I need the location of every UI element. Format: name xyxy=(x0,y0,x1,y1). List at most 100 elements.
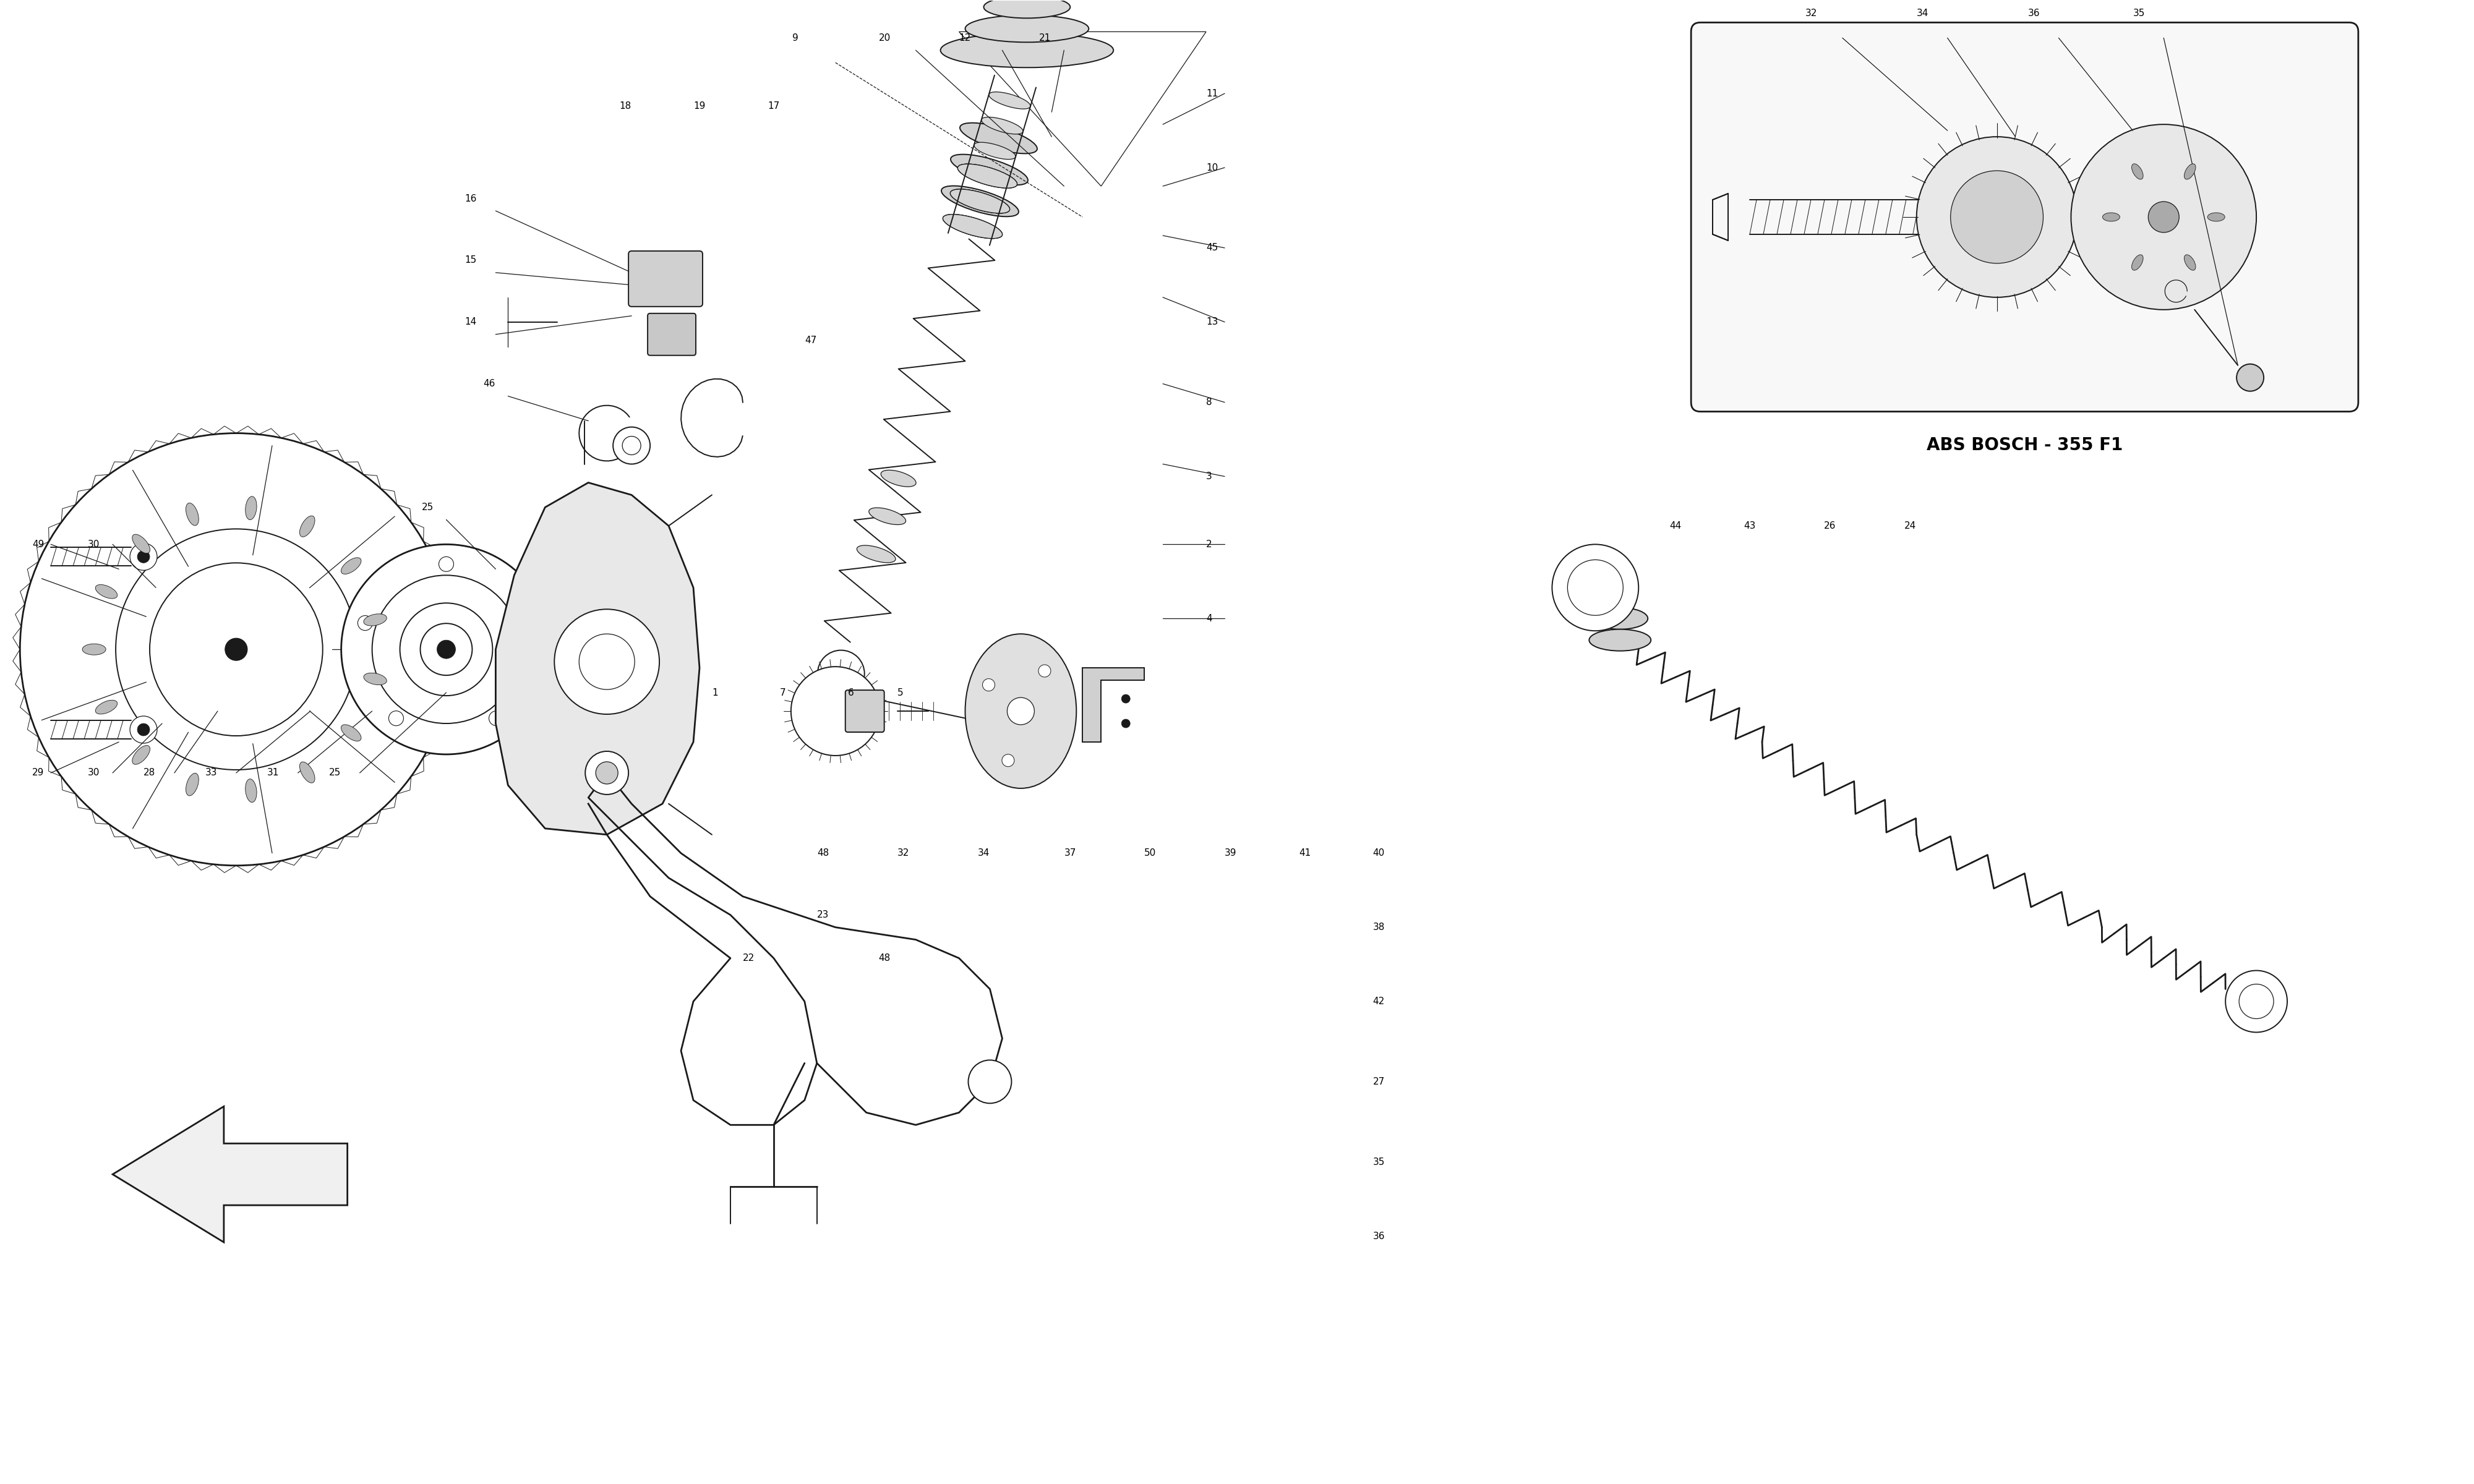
Text: 3: 3 xyxy=(1207,472,1212,481)
Text: 34: 34 xyxy=(1917,9,1930,18)
Text: 34: 34 xyxy=(977,849,990,858)
Ellipse shape xyxy=(960,123,1037,153)
Ellipse shape xyxy=(957,165,1017,188)
Circle shape xyxy=(623,436,641,454)
Ellipse shape xyxy=(950,188,1009,214)
Circle shape xyxy=(421,623,473,675)
Text: 13: 13 xyxy=(1207,318,1217,326)
Circle shape xyxy=(792,666,881,755)
Text: 28: 28 xyxy=(143,769,156,778)
Circle shape xyxy=(359,616,374,631)
Circle shape xyxy=(20,433,453,865)
Circle shape xyxy=(967,1060,1012,1103)
Circle shape xyxy=(131,717,158,743)
Text: 26: 26 xyxy=(1823,521,1836,530)
Circle shape xyxy=(2071,125,2256,310)
Ellipse shape xyxy=(950,188,1009,214)
Circle shape xyxy=(614,427,651,464)
Circle shape xyxy=(1121,669,1131,678)
Circle shape xyxy=(151,562,322,736)
Circle shape xyxy=(683,275,693,283)
Circle shape xyxy=(139,724,151,736)
Ellipse shape xyxy=(965,15,1089,42)
Ellipse shape xyxy=(957,165,1017,188)
Ellipse shape xyxy=(950,188,1009,214)
Ellipse shape xyxy=(868,508,905,525)
Circle shape xyxy=(438,640,455,659)
Ellipse shape xyxy=(2207,212,2224,221)
Ellipse shape xyxy=(2133,163,2142,180)
Circle shape xyxy=(139,551,151,562)
Ellipse shape xyxy=(341,724,361,741)
Text: 50: 50 xyxy=(1145,849,1155,858)
Polygon shape xyxy=(1084,668,1145,742)
Text: 14: 14 xyxy=(465,318,477,326)
Text: 42: 42 xyxy=(1373,997,1385,1006)
Text: 16: 16 xyxy=(465,194,477,203)
Circle shape xyxy=(2236,364,2264,392)
Text: 24: 24 xyxy=(1905,521,1917,530)
Ellipse shape xyxy=(965,634,1076,788)
Ellipse shape xyxy=(131,745,151,764)
Circle shape xyxy=(638,275,648,283)
Circle shape xyxy=(520,616,534,631)
Ellipse shape xyxy=(943,214,1002,239)
Ellipse shape xyxy=(364,672,386,684)
Ellipse shape xyxy=(2185,255,2194,270)
Text: 48: 48 xyxy=(816,849,829,858)
Ellipse shape xyxy=(96,585,116,598)
Text: 7: 7 xyxy=(779,689,787,697)
Text: 44: 44 xyxy=(1670,521,1682,530)
Text: 41: 41 xyxy=(1299,849,1311,858)
Text: 17: 17 xyxy=(767,101,779,110)
Text: 20: 20 xyxy=(878,33,891,43)
Circle shape xyxy=(371,576,520,724)
Ellipse shape xyxy=(957,165,1017,188)
Text: 15: 15 xyxy=(465,255,477,266)
Circle shape xyxy=(341,545,552,754)
FancyBboxPatch shape xyxy=(628,251,703,307)
Text: 32: 32 xyxy=(1806,9,1818,18)
Text: 47: 47 xyxy=(804,335,816,346)
Text: 27: 27 xyxy=(1373,1077,1385,1086)
Ellipse shape xyxy=(975,142,1017,159)
Text: 1: 1 xyxy=(713,689,717,697)
Text: 32: 32 xyxy=(898,849,910,858)
Text: 45: 45 xyxy=(1207,243,1217,252)
Circle shape xyxy=(1002,754,1014,767)
Text: 8: 8 xyxy=(1207,398,1212,407)
Text: 19: 19 xyxy=(693,101,705,110)
Polygon shape xyxy=(495,482,700,834)
Circle shape xyxy=(670,275,680,283)
Circle shape xyxy=(1121,720,1131,727)
Text: 18: 18 xyxy=(618,101,631,110)
Ellipse shape xyxy=(2185,163,2194,180)
Ellipse shape xyxy=(943,214,1002,239)
Ellipse shape xyxy=(1593,607,1648,629)
Text: 11: 11 xyxy=(1207,89,1217,98)
Ellipse shape xyxy=(299,761,314,784)
Ellipse shape xyxy=(82,644,106,654)
Circle shape xyxy=(596,761,618,784)
Ellipse shape xyxy=(341,558,361,574)
Circle shape xyxy=(2147,202,2180,233)
Text: 21: 21 xyxy=(1039,33,1051,43)
Text: 40: 40 xyxy=(1373,849,1385,858)
Text: 48: 48 xyxy=(878,954,891,963)
Text: 36: 36 xyxy=(2029,9,2041,18)
FancyBboxPatch shape xyxy=(846,690,883,732)
Text: 38: 38 xyxy=(1373,923,1385,932)
Polygon shape xyxy=(114,1107,346,1242)
Ellipse shape xyxy=(131,534,151,554)
Text: 22: 22 xyxy=(742,954,755,963)
Ellipse shape xyxy=(990,92,1032,108)
Circle shape xyxy=(116,528,356,770)
Circle shape xyxy=(131,543,158,570)
Text: 25: 25 xyxy=(421,503,433,512)
Circle shape xyxy=(401,603,492,696)
Text: 30: 30 xyxy=(89,769,99,778)
Text: 35: 35 xyxy=(2133,9,2145,18)
Text: 30: 30 xyxy=(89,540,99,549)
Text: 29: 29 xyxy=(32,769,45,778)
Text: 37: 37 xyxy=(1064,849,1076,858)
